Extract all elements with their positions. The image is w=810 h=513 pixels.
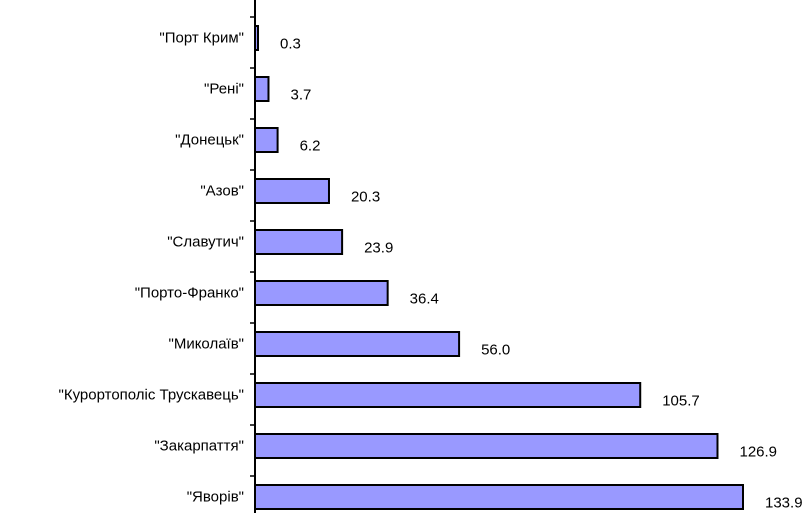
- data-label: 126.9: [739, 444, 777, 461]
- category-label: "Рені": [204, 81, 244, 98]
- axis-ticks-group: [250, 16, 255, 477]
- data-label: 36.4: [410, 291, 439, 308]
- bar: [254, 229, 344, 255]
- bar: [254, 127, 279, 153]
- data-label: 20.3: [351, 189, 380, 206]
- labels-group: "Порт Крим" 0.3 "Рені" 3.7 "Донецьк" 6.2 "Азов…: [59, 30, 803, 512]
- category-label: "Донецьк": [175, 132, 244, 149]
- bar: [254, 280, 389, 306]
- bars-group: [254, 25, 744, 510]
- category-label: "Закарпаття": [154, 438, 244, 455]
- category-label: "Яворів": [187, 489, 244, 506]
- bar: [254, 433, 719, 459]
- bar: [254, 484, 744, 510]
- category-label: "Миколаїв": [169, 336, 245, 353]
- data-label: 105.7: [662, 393, 700, 410]
- data-label: 3.7: [290, 87, 311, 104]
- bar: [254, 382, 642, 408]
- category-label: "Порто-Франко": [135, 285, 244, 302]
- category-label: "Азов": [200, 183, 244, 200]
- data-label: 133.9: [765, 495, 803, 512]
- data-label: 23.9: [364, 240, 393, 257]
- data-label: 6.2: [300, 138, 321, 155]
- bar: [254, 178, 330, 204]
- bar: [254, 76, 270, 102]
- category-label: "Порт Крим": [159, 30, 244, 47]
- category-label: "Курортополіс Трускавець": [59, 387, 244, 404]
- category-label: "Славутич": [167, 234, 244, 251]
- data-label: 56.0: [481, 342, 510, 359]
- bar: [254, 331, 461, 357]
- data-label: 0.3: [280, 36, 301, 53]
